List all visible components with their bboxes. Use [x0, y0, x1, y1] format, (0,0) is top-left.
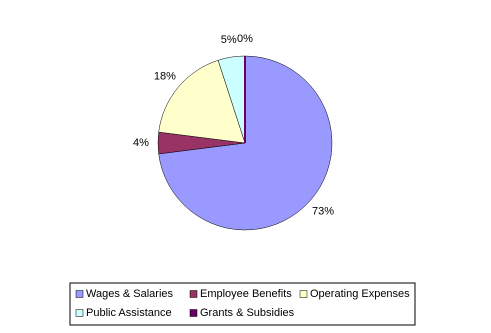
legend-swatch: [299, 290, 308, 298]
legend-label: Employee Benefits: [200, 288, 292, 300]
data-label: 4%: [133, 137, 149, 149]
data-label: 5%: [221, 34, 237, 46]
legend-swatch: [75, 290, 84, 298]
data-label: 18%: [154, 71, 176, 83]
pie-slice: [158, 59, 246, 144]
legend-label: Operating Expenses: [310, 288, 410, 300]
legend-label: Grants & Subsidies: [200, 307, 295, 319]
legend-swatch: [189, 290, 198, 298]
legend-label: Wages & Salaries: [86, 288, 174, 300]
data-label: 0%: [237, 33, 253, 45]
legend-swatch: [189, 309, 198, 317]
legend-swatch: [75, 309, 84, 317]
legend-box: [69, 282, 416, 326]
data-label: 73%: [312, 206, 334, 218]
legend-label: Public Assistance: [86, 307, 172, 319]
